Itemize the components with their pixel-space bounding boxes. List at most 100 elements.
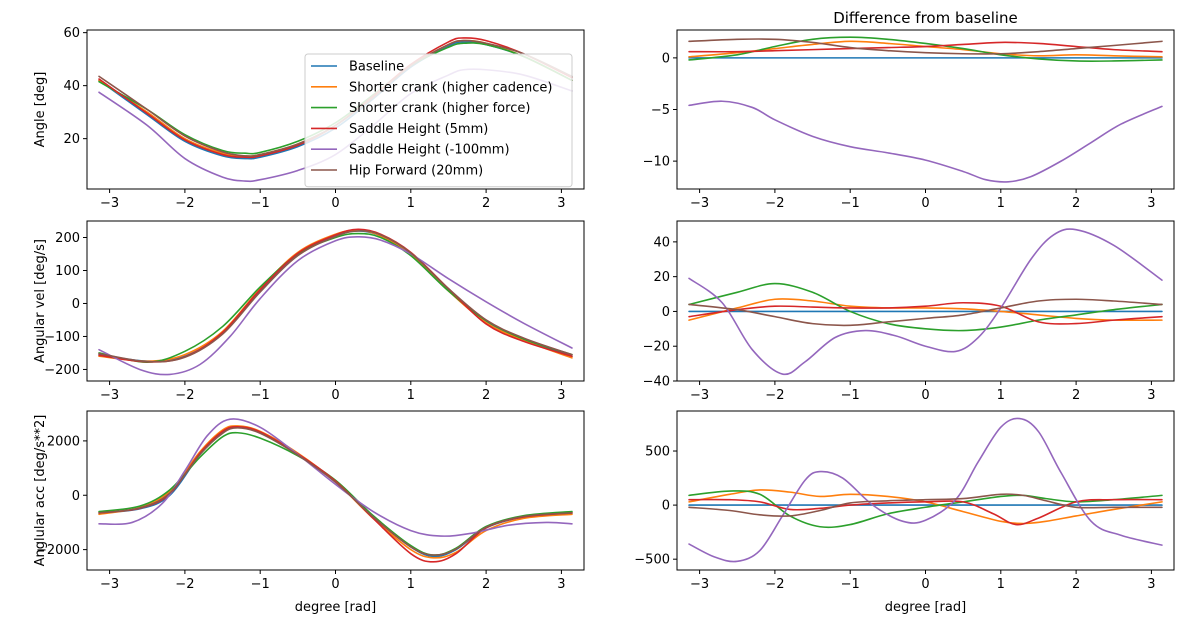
- y-tick-label: −5: [651, 103, 670, 118]
- y-tick-label: 40: [63, 79, 80, 94]
- y-tick-label: −2000: [36, 543, 80, 558]
- panel-bottom-left: −3 −2 −1 0 1 2 3 −2000 0 2000 degree [rad] Anglular…: [33, 410, 585, 615]
- y-tick-label: −500: [634, 553, 670, 568]
- x-tick-label: 0: [331, 577, 339, 592]
- series-group: [688, 228, 1163, 376]
- x-tick-label: 3: [1147, 388, 1155, 403]
- x-tick-label: 3: [557, 577, 565, 592]
- panel-middle-right: −3 −2 −1 0 1 2 3 −40 −20 0 20 40: [643, 220, 1175, 403]
- series-line-5: [98, 418, 573, 537]
- x-tick-label: −2: [175, 577, 194, 592]
- axes-frame: [86, 220, 585, 382]
- x-tick-label: −1: [841, 577, 860, 592]
- x-tick-label: 1: [997, 196, 1005, 211]
- series-group: [98, 228, 573, 376]
- y-tick-label: 100: [55, 264, 80, 279]
- x-tick-label: −3: [100, 388, 119, 403]
- y-tick-label: 0: [662, 51, 670, 66]
- y-tick-label: 20: [63, 132, 80, 147]
- y-tick-label: −40: [643, 375, 670, 390]
- x-tick-label: 0: [331, 388, 339, 403]
- y-tick-label: −10: [643, 155, 670, 170]
- axes-frame: [676, 29, 1175, 190]
- series-line-2: [98, 229, 573, 363]
- series-line-4: [688, 301, 1163, 325]
- x-tick-label: 1: [407, 196, 415, 211]
- x-tick-label: 0: [921, 577, 929, 592]
- x-tick-label: 2: [1072, 196, 1080, 211]
- y-tick-label: 0: [662, 305, 670, 320]
- y-tick-label: 2000: [47, 434, 80, 449]
- y-tick-label: 60: [63, 26, 80, 41]
- y-tick-label: 0: [72, 297, 80, 312]
- y-tick-label: 40: [653, 235, 670, 250]
- x-tick-label: −1: [841, 388, 860, 403]
- x-tick-label: −2: [765, 388, 784, 403]
- legend-entry: Saddle Height (-100mm): [349, 143, 510, 158]
- series-line-3: [688, 490, 1163, 529]
- chart-title: Difference from baseline: [833, 9, 1018, 27]
- x-tick-label: 2: [482, 577, 490, 592]
- series-line-6: [688, 298, 1163, 327]
- series-line-6: [98, 230, 573, 363]
- legend-box: [304, 53, 573, 188]
- series-line-4: [688, 41, 1163, 53]
- series-line-4: [98, 228, 573, 363]
- x-tick-label: −3: [100, 577, 119, 592]
- legend: Baseline Shorter crank (higher cadence) Sh…: [304, 53, 573, 188]
- series-group: [98, 418, 573, 563]
- x-tick-label: 3: [557, 388, 565, 403]
- y-axis-label: Angular vel [deg/s]: [33, 239, 48, 363]
- series-line-5: [688, 228, 1163, 376]
- x-tick-label: −2: [765, 577, 784, 592]
- y-axis-label: Anglular acc [deg/s**2]: [33, 415, 48, 567]
- x-tick-label: −1: [251, 388, 270, 403]
- series-line-5: [98, 236, 573, 376]
- y-tick-label: 500: [645, 445, 670, 460]
- series-line-1: [98, 230, 573, 363]
- y-tick-label: 20: [653, 270, 670, 285]
- series-line-3: [98, 232, 573, 364]
- x-tick-label: 3: [557, 196, 565, 211]
- x-tick-label: 3: [1147, 577, 1155, 592]
- y-tick-label: 0: [662, 499, 670, 514]
- series-line-3: [688, 36, 1163, 62]
- legend-entry: Saddle Height (5mm): [349, 122, 488, 137]
- series-line-5: [688, 417, 1163, 563]
- series-line-5: [688, 100, 1163, 183]
- x-tick-label: 0: [331, 196, 339, 211]
- x-tick-label: −1: [251, 577, 270, 592]
- axes-frame: [676, 220, 1175, 382]
- y-axis-label: Angle [deg]: [33, 72, 48, 148]
- series-line-6: [688, 493, 1163, 517]
- x-tick-label: 0: [921, 388, 929, 403]
- x-tick-label: 0: [921, 196, 929, 211]
- x-axis-label: degree [rad]: [885, 600, 966, 615]
- x-tick-label: 2: [1072, 388, 1080, 403]
- x-tick-label: 1: [997, 388, 1005, 403]
- x-tick-label: −3: [100, 196, 119, 211]
- series-line-6: [688, 38, 1163, 55]
- x-tick-label: −2: [175, 196, 194, 211]
- panel-top-left: −3 −2 −1 0 1 2 3 20 40 60 Angle [deg] Baseline Short…: [33, 26, 585, 211]
- x-tick-label: −2: [765, 196, 784, 211]
- x-tick-label: 1: [407, 388, 415, 403]
- x-tick-label: −3: [690, 196, 709, 211]
- series-line-3: [688, 282, 1163, 332]
- legend-entry: Shorter crank (higher force): [349, 101, 530, 116]
- y-tick-label: −200: [44, 363, 80, 378]
- panel-bottom-right: −3 −2 −1 0 1 2 3 −500 0 500 degree [rad]: [634, 410, 1175, 615]
- legend-entry: Hip Forward (20mm): [349, 164, 483, 179]
- x-tick-label: −2: [175, 388, 194, 403]
- y-tick-label: 200: [55, 231, 80, 246]
- panel-middle-left: −3 −2 −1 0 1 2 3 −200 −100 0 100 200 Angular vel [de…: [33, 220, 585, 403]
- x-tick-label: −1: [841, 196, 860, 211]
- x-tick-label: 2: [482, 196, 490, 211]
- series-line-6: [98, 427, 573, 556]
- x-tick-label: 2: [1072, 577, 1080, 592]
- y-tick-label: −100: [44, 330, 80, 345]
- series-line-2: [688, 298, 1163, 322]
- x-tick-label: 1: [407, 577, 415, 592]
- x-tick-label: −3: [690, 577, 709, 592]
- series-group: [688, 417, 1163, 563]
